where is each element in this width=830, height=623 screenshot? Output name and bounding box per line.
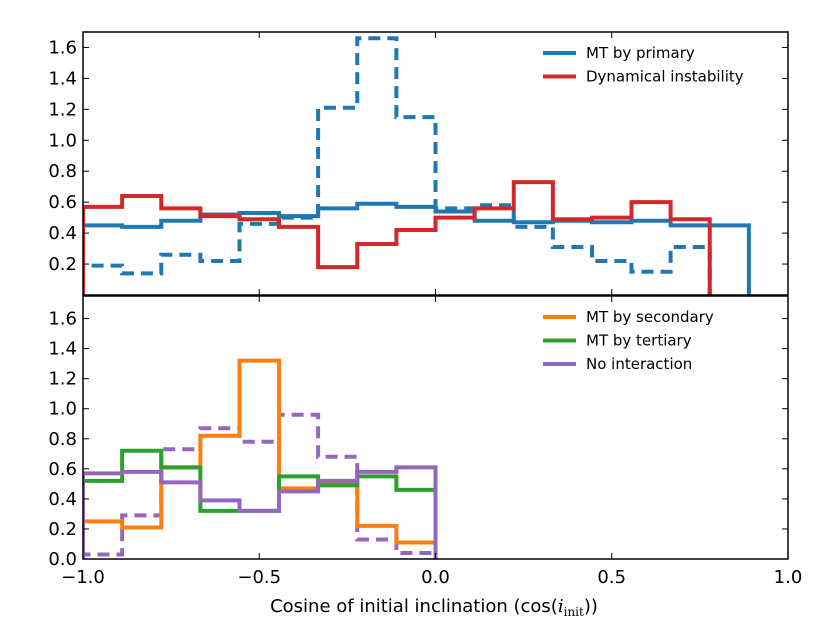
series-no-interaction-dashed-line [83, 412, 438, 559]
bottom-y-tick-label: 0.2 [48, 519, 77, 540]
legend-label-no-interaction: No interaction [586, 355, 692, 373]
x-tick-label: 0.0 [421, 567, 450, 588]
top-series-group [83, 36, 751, 295]
top-y-tick-label: 1.2 [48, 99, 77, 120]
top-y-tick-label: 0.4 [48, 223, 77, 244]
x-axis-label-subscript: init [564, 605, 584, 619]
bottom-y-tick-label: 0.0 [48, 549, 77, 570]
legend-label-dynamical-instability: Dynamical instability [586, 68, 744, 86]
top-y-tick-label: 1.6 [48, 37, 77, 58]
top-y-tick-label: 0.8 [48, 161, 77, 182]
series-mt-by-primary-line [83, 201, 751, 295]
bottom-y-tick-label: 1.0 [48, 399, 77, 420]
bottom-y-tick-label: 1.6 [48, 309, 77, 330]
series-no-interaction-line [83, 465, 438, 559]
bottom-y-tick-label: 1.4 [48, 339, 77, 360]
bottom-y-tick-label: 0.8 [48, 429, 77, 450]
top-panel: 0.2 0.4 0.6 0.8 1.0 1.2 1.4 1.6 MT by primary Dyn… [48, 31, 789, 296]
x-axis-label-variable: i [558, 596, 564, 617]
x-axis-label: Cosine of initial inclination (cos(iinit… [270, 596, 598, 619]
bottom-y-tick-label: 0.6 [48, 459, 77, 480]
bottom-y-tick-label: 1.2 [48, 369, 77, 390]
top-y-tick-label: 0.6 [48, 192, 77, 213]
x-axis-label-prefix: Cosine of initial inclination (cos( [270, 596, 558, 617]
series-mt-by-tertiary-line [83, 448, 438, 559]
legend-label-mt-by-primary: MT by primary [586, 44, 695, 62]
top-y-tick-label: 1.0 [48, 130, 77, 151]
series-dynamical-instability-line [83, 180, 712, 295]
x-tick-label: 1.0 [774, 567, 803, 588]
series-mt-by-secondary-line [83, 358, 438, 559]
bottom-y-tick-label: 0.4 [48, 489, 77, 510]
bottom-series-group [83, 358, 438, 559]
x-tick-label: 0.5 [597, 567, 626, 588]
x-axis-label-suffix: )) [584, 596, 598, 617]
top-legend: MT by primary Dynamical instability [543, 44, 744, 86]
x-tick-label: −0.5 [237, 567, 281, 588]
top-y-tick-label: 1.4 [48, 68, 77, 89]
legend-label-mt-by-tertiary: MT by tertiary [586, 332, 692, 350]
series-mt-by-primary-dashed-line [83, 36, 712, 295]
bottom-panel: 0.0 0.2 0.4 0.6 0.8 1.0 1.2 1.4 1.6 MT by seconda… [48, 295, 789, 570]
x-axis: −1.0 −0.5 0.0 0.5 1.0 [61, 567, 802, 588]
top-y-tick-label: 0.2 [48, 254, 77, 275]
x-tick-label: −1.0 [61, 567, 105, 588]
bottom-legend: MT by secondary MT by tertiary No interact… [543, 308, 714, 373]
legend-label-mt-by-secondary: MT by secondary [586, 308, 714, 326]
